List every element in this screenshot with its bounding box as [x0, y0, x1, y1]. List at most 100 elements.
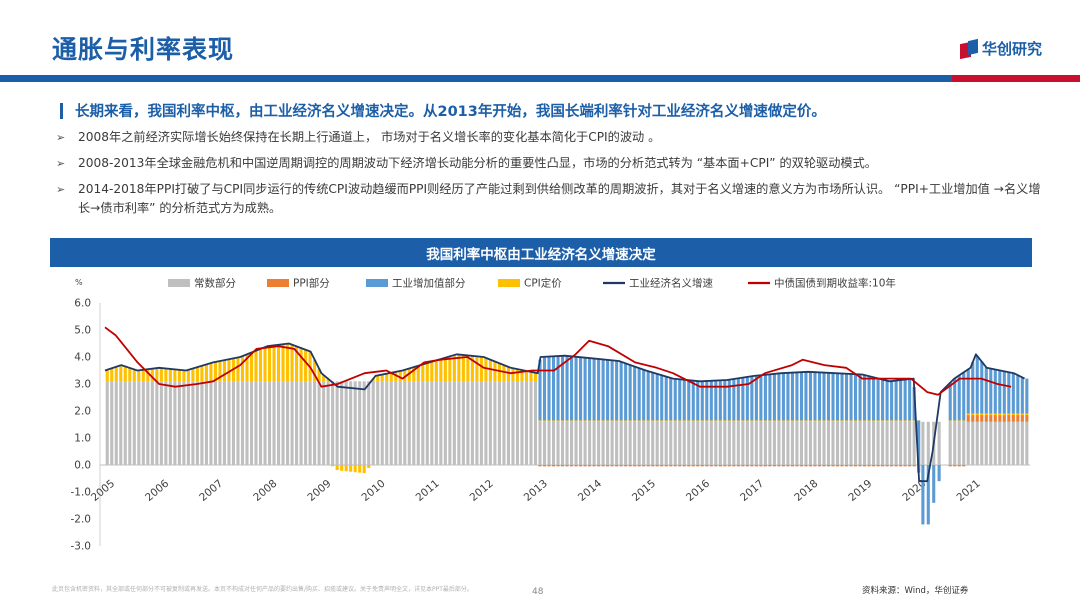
bar-segment: [606, 465, 610, 467]
bar-segment: [637, 421, 641, 465]
bar-segment: [984, 421, 988, 465]
legend-label: CPI定价: [524, 277, 562, 290]
bar-segment: [759, 375, 763, 421]
bar-segment: [937, 421, 941, 465]
bar-segment: [700, 421, 704, 465]
bar-segment: [912, 465, 916, 467]
bar-segment: [799, 421, 804, 465]
bar-segment: [258, 348, 263, 382]
bar-segment: [885, 465, 889, 467]
bar-segment: [457, 381, 461, 465]
bar-segment: [890, 420, 894, 422]
bar-segment: [601, 421, 605, 465]
bar-segment: [966, 369, 970, 414]
bar-segment: [858, 465, 862, 467]
bar-segment: [439, 381, 443, 465]
bar-segment: [628, 420, 632, 422]
bar-segment: [579, 420, 583, 422]
bar-segment: [772, 465, 776, 467]
bar-segment: [556, 356, 560, 421]
bar-segment: [948, 382, 952, 421]
bar-segment: [953, 421, 957, 465]
bar-segment: [813, 420, 817, 422]
bar-segment: [817, 421, 822, 465]
header-divider-accent: [952, 75, 1080, 82]
x-tick-label: 2018: [792, 478, 820, 504]
bar-segment: [515, 369, 520, 382]
x-tick-label: 2015: [630, 478, 658, 504]
bar-segment: [137, 381, 141, 465]
bar-segment: [610, 421, 614, 465]
legend-label: 工业增加值部分: [392, 277, 466, 290]
bar-segment: [714, 465, 718, 467]
bar-segment: [786, 372, 790, 421]
bar-segment: [313, 359, 317, 382]
bar-segment: [443, 357, 447, 382]
bar-segment: [493, 361, 497, 382]
bar-segment: [349, 465, 353, 472]
bar-segment: [975, 415, 979, 422]
legend-swatch: [366, 279, 388, 287]
x-tick-label: 2019: [846, 478, 874, 504]
bar-segment: [281, 381, 285, 465]
bar-segment: [642, 421, 646, 465]
bar-segment: [1002, 413, 1006, 416]
bar-segment: [853, 465, 858, 467]
bar-segment: [736, 465, 740, 467]
bar-segment: [1007, 413, 1011, 416]
bar-segment: [844, 421, 849, 465]
bar-segment: [705, 465, 709, 467]
bar-segment: [790, 372, 794, 421]
bar-segment: [588, 420, 592, 422]
bar-segment: [326, 381, 330, 465]
bar-segment: [673, 465, 677, 467]
bar-segment: [876, 465, 880, 467]
bar-segment: [813, 421, 817, 465]
bar-segment: [822, 420, 826, 422]
bar-segment: [547, 465, 551, 467]
legend-label: PPI部分: [293, 277, 330, 290]
bar-segment: [853, 374, 858, 421]
bar-segment: [132, 369, 136, 382]
bar-segment: [583, 357, 587, 421]
bar-segment: [691, 380, 695, 421]
bar-segment: [908, 379, 912, 421]
bar-segment: [538, 465, 542, 467]
bar-segment: [790, 420, 794, 422]
bar-segment: [831, 420, 835, 422]
bar-segment: [164, 368, 168, 382]
bar-segment: [989, 421, 993, 465]
bullet-arrow-icon: ➢: [56, 131, 66, 144]
bar-segment: [267, 345, 272, 382]
bar-segment: [141, 369, 145, 382]
bar-segment: [606, 420, 610, 422]
bar-segment: [164, 381, 168, 465]
bar-segment: [745, 421, 749, 465]
bar-segment: [633, 420, 637, 422]
bar-segment: [254, 350, 258, 382]
chart-lines: [104, 326, 1026, 483]
bar-segment: [588, 465, 592, 467]
bar-segment: [335, 465, 339, 471]
bar-segment: [448, 381, 452, 465]
bar-segment: [971, 362, 975, 414]
bar-segment: [750, 421, 754, 465]
bar-segment: [714, 380, 718, 421]
bar-segment: [295, 381, 299, 465]
bar-segment: [479, 356, 483, 382]
ten-year-yield-line: [104, 326, 1012, 396]
bar-segment: [168, 381, 172, 465]
bar-segment: [989, 413, 993, 416]
bar-segment: [651, 420, 655, 422]
bar-segment: [597, 421, 601, 465]
bar-segment: [881, 465, 885, 467]
bar-segment: [173, 369, 177, 382]
bar-segment: [231, 381, 236, 465]
bar-segment: [885, 380, 889, 421]
bar-segment: [624, 363, 628, 421]
bar-segment: [660, 421, 664, 465]
bar-segment: [777, 421, 781, 465]
bar-segment: [560, 355, 565, 421]
bullet-item: ➢ 2008年之前经济实际增长始终保持在长期上行通道上， 市场对于名义增长率的变…: [56, 128, 1046, 147]
bar-segment: [763, 465, 767, 467]
